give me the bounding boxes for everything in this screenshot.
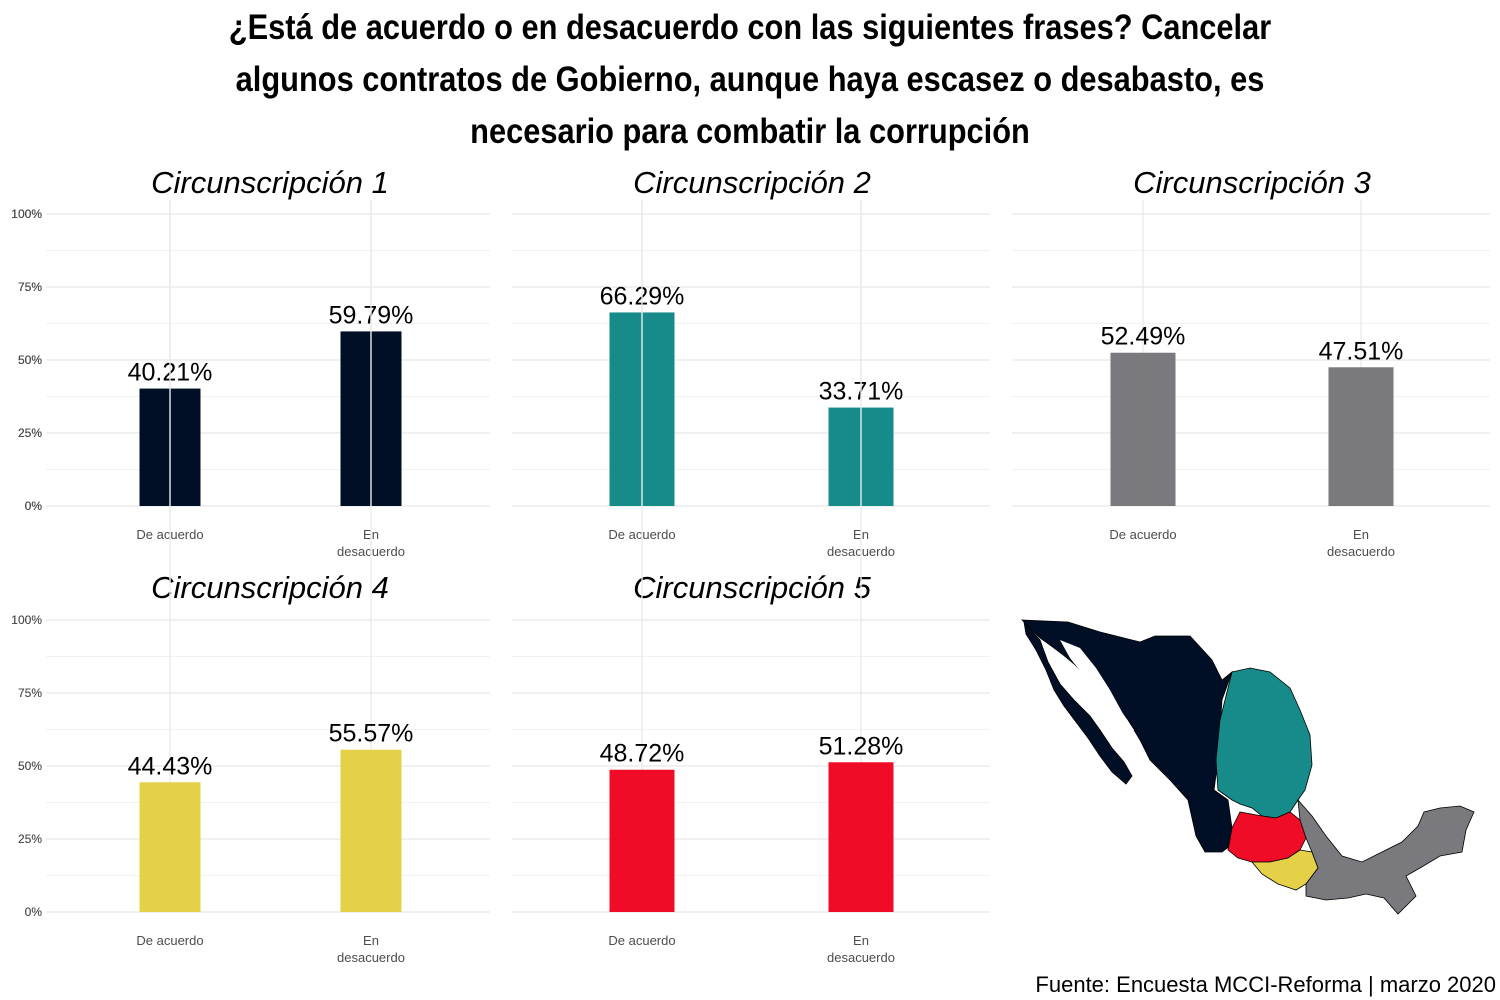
chart-title-line: algunos contratos de Gobierno, aunque ha… — [235, 60, 1265, 99]
panel-title: Circunscripción 5 — [633, 570, 872, 605]
map-gulf — [1060, 640, 1134, 734]
y-tick-label: 25% — [18, 426, 42, 440]
panel-title: Circunscripción 2 — [633, 165, 871, 200]
x-tick-label-line: desacuerdo — [1327, 544, 1395, 559]
y-tick-label: 100% — [11, 207, 42, 221]
x-tick-label: De acuerdo — [608, 933, 675, 948]
data-label: 52.49% — [1101, 323, 1186, 351]
y-tick-label: 25% — [18, 832, 42, 846]
bar — [1328, 367, 1394, 506]
x-tick-label-line: En — [853, 933, 869, 948]
x-tick-label-line: De acuerdo — [1109, 527, 1176, 542]
y-tick-label: 75% — [18, 686, 42, 700]
y-tick-label: 0% — [25, 905, 43, 919]
x-tick-label-line: En — [1353, 527, 1369, 542]
chart-panel: Circunscripción 5 0% 25% 50% 75% 100% 48.72% De… — [11, 200, 990, 965]
data-label: 47.51% — [1319, 337, 1404, 365]
bar — [609, 769, 675, 912]
y-tick-label: 75% — [18, 280, 42, 294]
chart-panel: Circunscripción 4 0% 25% 50% 75% 100% 44.43% De… — [11, 200, 490, 965]
panel-title: Circunscripción 1 — [151, 165, 389, 200]
chart-panels: Circunscripción 10%25%50%75%100%40.21%De… — [11, 165, 1490, 965]
panel-title: Circunscripción 4 — [151, 570, 389, 605]
y-tick-label: 0% — [25, 499, 43, 513]
y-tick-label: 50% — [18, 353, 42, 367]
data-label: 55.57% — [329, 720, 414, 748]
bar — [1110, 352, 1176, 506]
map-region-circunscripcion-3 — [1297, 798, 1475, 915]
chart-panel: Circunscripción 3 0% 25% 50% 75% 100% 52.49% De… — [11, 165, 1490, 559]
x-tick-label: En desacuerdo — [337, 933, 405, 965]
x-tick-label-line: desacuerdo — [827, 950, 895, 965]
map-region-baja-california — [1023, 620, 1133, 785]
data-label: 48.72% — [600, 740, 685, 768]
source-caption: Fuente: Encuesta MCCI-Reforma | marzo 20… — [1035, 972, 1496, 997]
y-tick-label: 25% — [18, 832, 42, 846]
y-tick-label: 75% — [18, 686, 42, 700]
data-label: 51.28% — [819, 732, 904, 760]
x-tick-label-line: desacuerdo — [337, 950, 405, 965]
y-tick-label: 0% — [25, 499, 43, 513]
y-tick-label: 100% — [11, 207, 42, 221]
y-tick-label: 0% — [25, 905, 43, 919]
chart-panel: Circunscripción 10%25%50%75%100%40.21%De… — [11, 165, 490, 559]
bar — [139, 782, 201, 912]
x-tick-label-line: En — [363, 933, 379, 948]
y-tick-label: 50% — [18, 353, 42, 367]
x-tick-label-line: De acuerdo — [608, 933, 675, 948]
bar — [340, 749, 402, 912]
x-tick-label-line: De acuerdo — [136, 933, 203, 948]
chart-title: ¿Está de acuerdo o en desacuerdo con las… — [90, 2, 1410, 158]
chart-title-line: ¿Está de acuerdo o en desacuerdo con las… — [228, 8, 1272, 47]
panel-title: Circunscripción 3 — [1133, 165, 1371, 200]
y-tick-label: 50% — [18, 759, 42, 773]
bar — [828, 762, 894, 912]
data-label: 44.43% — [128, 752, 213, 780]
map-region-circunscripcion-1 — [1020, 619, 1239, 853]
y-tick-label: 100% — [11, 207, 42, 221]
y-tick-label: 75% — [18, 280, 42, 294]
y-tick-label: 50% — [18, 759, 42, 773]
x-tick-label: De acuerdo — [1109, 527, 1176, 542]
x-tick-label: En desacuerdo — [1327, 527, 1395, 559]
x-tick-label: En desacuerdo — [827, 933, 895, 965]
y-tick-label: 75% — [18, 280, 42, 294]
y-tick-label: 25% — [18, 426, 42, 440]
chart-title-line: necesario para combatir la corrupción — [470, 112, 1030, 151]
y-tick-label: 0% — [25, 499, 43, 513]
y-tick-label: 100% — [11, 613, 42, 627]
mexico-map-icon — [1020, 619, 1475, 915]
y-tick-label: 100% — [11, 613, 42, 627]
y-tick-label: 25% — [18, 426, 42, 440]
y-tick-label: 50% — [18, 353, 42, 367]
map-region-circunscripcion-2 — [1215, 667, 1313, 819]
x-tick-label: De acuerdo — [136, 933, 203, 948]
map-region-circunscripcion-5 — [1227, 811, 1307, 863]
